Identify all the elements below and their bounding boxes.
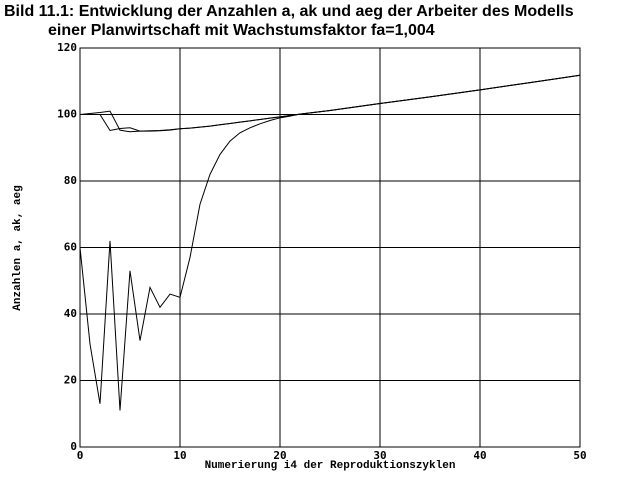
series-line xyxy=(79,74,581,411)
y-tick-label: 100 xyxy=(57,108,77,121)
chart-title-line: Bild 11.1: Entwicklung der Anzahlen a, a… xyxy=(4,3,574,20)
x-tick-label: 0 xyxy=(77,449,84,462)
x-tick-label: 20 xyxy=(273,449,286,462)
x-tick-label: 30 xyxy=(373,449,386,462)
x-tick-label: 10 xyxy=(173,449,186,462)
chart-title-line: einer Planwirtschaft mit Wachstumsfaktor… xyxy=(48,22,435,39)
x-axis-label: Numerierung i4 der Reproduktionszyklen xyxy=(205,460,456,472)
y-tick-label: 80 xyxy=(64,174,77,187)
y-tick-label: 40 xyxy=(64,307,77,320)
y-tick-label: 60 xyxy=(64,241,77,254)
x-tick-label: 40 xyxy=(473,449,486,462)
x-tick-label: 50 xyxy=(573,449,586,462)
y-tick-label: 120 xyxy=(57,41,77,54)
y-axis-label: Anzahlen a, ak, aeg xyxy=(12,185,24,310)
y-tick-label: 20 xyxy=(64,374,77,387)
y-tick-label: 0 xyxy=(70,440,77,453)
